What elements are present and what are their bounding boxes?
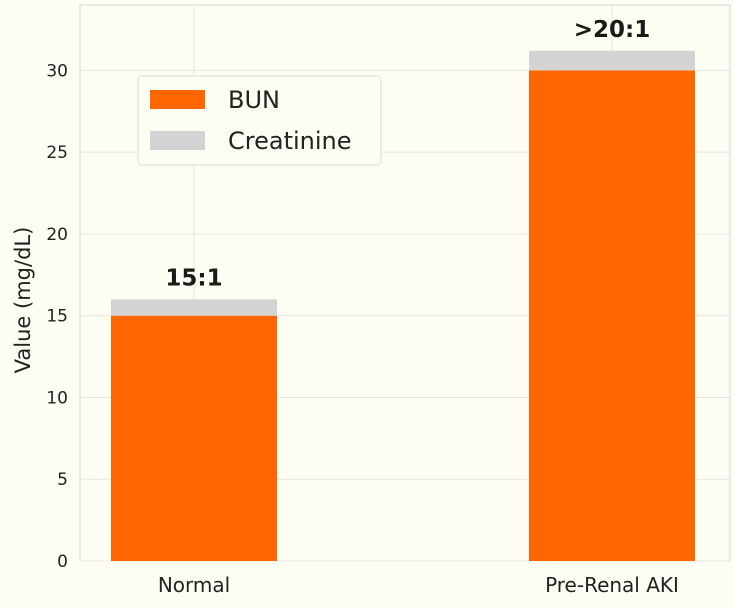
bar-annotations: 15:1 >20:1 [165, 17, 650, 292]
y-tick-label: 25 [46, 143, 68, 163]
bar-bun-normal [111, 315, 277, 561]
y-tick-labels: 0 5 10 15 20 25 30 [46, 61, 68, 572]
y-axis-label: Value (mg/dL) [11, 227, 35, 374]
legend-swatch [150, 131, 205, 150]
y-tick-label: 10 [46, 388, 68, 408]
y-tick-label: 0 [57, 552, 68, 572]
x-tick-label: Pre-Renal AKI [545, 573, 679, 597]
legend-swatch [150, 90, 205, 109]
legend-label: BUN [228, 86, 280, 114]
legend-label: Creatinine [228, 127, 352, 155]
ratio-annotation: 15:1 [165, 265, 222, 291]
bar-creatinine-normal [111, 299, 277, 316]
x-tick-label: Normal [158, 573, 230, 597]
y-tick-label: 15 [46, 307, 68, 327]
y-tick-label: 5 [57, 470, 68, 490]
bars [111, 50, 695, 561]
y-tick-label: 30 [46, 61, 68, 81]
ratio-annotation: >20:1 [574, 17, 650, 43]
bar-creatinine-pre-renal-aki [529, 50, 695, 71]
x-tick-labels: Normal Pre-Renal AKI [158, 573, 679, 597]
legend: BUN Creatinine [137, 75, 382, 166]
bar-bun-pre-renal-aki [529, 70, 695, 561]
y-tick-label: 20 [46, 225, 68, 245]
